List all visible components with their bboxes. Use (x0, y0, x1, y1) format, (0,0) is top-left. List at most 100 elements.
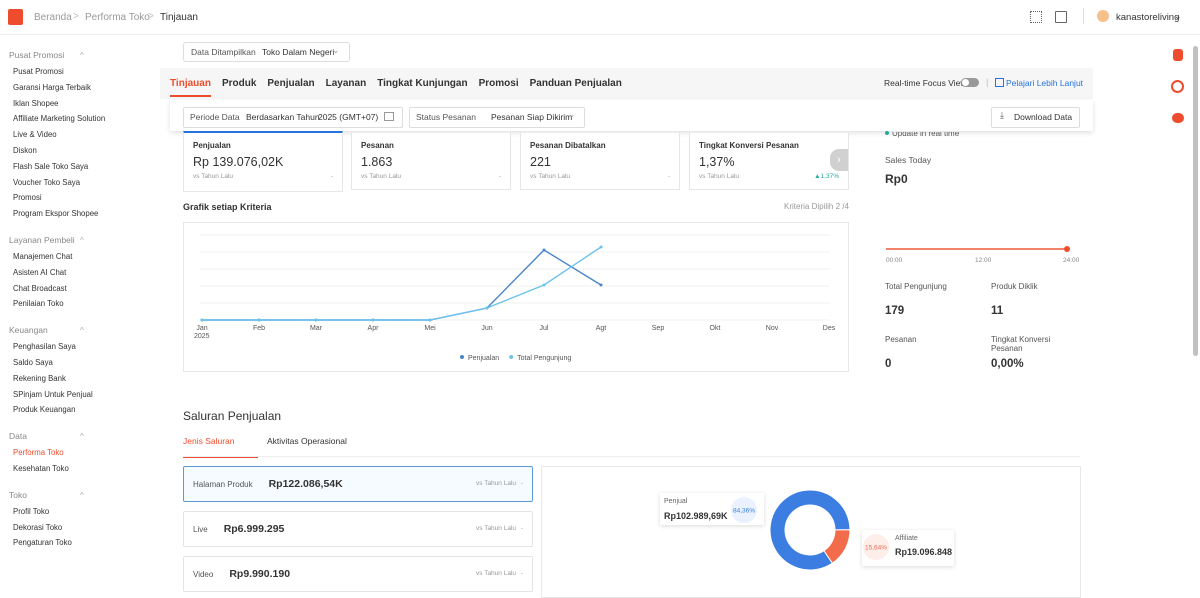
stat-value: 0,00% (991, 358, 1024, 370)
support-icon[interactable] (1171, 80, 1184, 93)
metric-compare: vs Tahun Lalu (361, 173, 401, 180)
channel-item[interactable]: Halaman Produk Rp122.086,54K vs Tahun Lalu… (183, 466, 533, 502)
metric-card[interactable]: Tingkat Konversi Pesanan 1,37% vs Tahun La… (689, 133, 849, 190)
sidebar-item[interactable]: Live & Video (13, 130, 57, 140)
nav-tab[interactable]: Penjualan (267, 78, 315, 89)
sidebar-item[interactable]: Profil Toko (13, 506, 50, 516)
status-selector[interactable] (409, 107, 585, 128)
data-point (371, 318, 375, 322)
legend-marker (509, 355, 514, 359)
data-point (542, 248, 546, 252)
sidebar-section-title[interactable]: Pusat Promosi (9, 50, 159, 64)
nav-tab[interactable]: Tinjauan (170, 78, 211, 97)
sidebar-section-title[interactable]: Layanan Pembeli (9, 235, 159, 249)
sidebar-section-title[interactable]: Keuangan (9, 325, 159, 339)
nav-tab[interactable]: Produk (221, 78, 257, 89)
channel-name: Halaman Produk (193, 480, 253, 489)
next-arrow[interactable]: › (830, 149, 848, 171)
sidebar-item[interactable]: Dekorasi Toko (13, 522, 63, 532)
nav-tab[interactable]: Layanan (325, 78, 367, 89)
realtime-toggle-label: Real-time Focus View (884, 78, 967, 88)
x-tick-label: Okt (710, 325, 721, 332)
sidebar-item[interactable]: Penghasilan Saya (13, 342, 76, 352)
criteria-selected[interactable]: Kriteria Dipilih 2 /4 (784, 202, 849, 211)
sidebar-item[interactable]: Penilaian Toko (13, 299, 64, 309)
realtime-toggle[interactable] (961, 78, 979, 87)
shopee-logo[interactable] (8, 9, 23, 25)
live-dot (885, 131, 889, 135)
sidebar-section-title[interactable]: Data (9, 431, 159, 445)
sidebar-item[interactable]: Iklan Shopee (13, 98, 59, 108)
notification-icon[interactable] (1173, 49, 1183, 61)
stat-value: 0 (885, 358, 892, 370)
chart-title: Grafik setiap Kriteria (183, 202, 272, 212)
learn-more-link[interactable]: Pelajari Lebih Lanjut (1006, 78, 1084, 88)
series-line (202, 246, 602, 321)
link-icon (995, 78, 1004, 87)
sidebar-item[interactable]: Garansi Harga Terbaik (13, 82, 91, 92)
nav-tab[interactable]: Panduan Penjualan (529, 78, 622, 89)
breadcrumb-item[interactable]: Performa Toko (85, 12, 150, 23)
channel-tab-active[interactable]: Jenis Saluran (183, 436, 258, 458)
download-button[interactable] (991, 107, 1080, 128)
sidebar-item[interactable]: Promosi (13, 193, 42, 203)
avatar[interactable] (1097, 10, 1109, 22)
data-point (257, 318, 261, 322)
metric-card[interactable]: Pesanan 1.863 vs Tahun Lalu - (351, 133, 511, 190)
metric-card[interactable]: Penjualan Rp 139.076,02K vs Tahun Lalu - (183, 131, 343, 192)
sidebar-item[interactable]: Affiliate Marketing Solution (13, 114, 106, 124)
x-tick-label: Mei (424, 325, 436, 332)
channel-tab[interactable]: Aktivitas Operasional (267, 436, 347, 446)
sidebar-item[interactable]: Flash Sale Toko Saya (13, 161, 89, 171)
time-slider (886, 248, 1067, 250)
sidebar-item[interactable]: Asisten AI Chat (13, 267, 67, 277)
nav-tab[interactable]: Promosi (478, 78, 519, 89)
display-filter[interactable] (183, 42, 350, 62)
metric-label: Penjualan (193, 141, 231, 150)
percent-label: 15,64% (865, 545, 887, 552)
guide-icon[interactable] (1055, 11, 1067, 23)
display-filter-value[interactable]: Toko Dalam Negeri (262, 47, 335, 57)
metric-change: - (498, 173, 501, 180)
sidebar-item[interactable]: Pusat Promosi (13, 67, 64, 76)
sidebar-item[interactable]: Program Ekspor Shopee (13, 209, 99, 219)
channel-compare: vs Tahun Lalu (476, 480, 516, 487)
apps-icon[interactable] (1030, 11, 1042, 23)
period-type[interactable]: Berdasarkan Tahun (246, 112, 320, 122)
dropdown-arrow: ⌄ (332, 45, 340, 55)
period-selector[interactable] (183, 107, 403, 128)
scrollbar[interactable] (1193, 46, 1198, 356)
metric-card[interactable]: Pesanan Dibatalkan 221 vs Tahun Lalu - (520, 133, 680, 190)
metric-change: ▲1,37% (814, 173, 839, 180)
metric-label: Pesanan (361, 141, 394, 150)
breadcrumb-item[interactable]: Beranda (34, 12, 72, 23)
sidebar: Pusat Promosi Pusat Promosi Garansi Harga … (9, 50, 159, 551)
sidebar-item[interactable]: SPinjam Untuk Penjual (13, 389, 93, 399)
time-label: 12:00 (975, 257, 992, 264)
sidebar-item[interactable]: Manajemen Chat (13, 251, 73, 261)
download-label[interactable]: Download Data (1014, 112, 1073, 122)
sidebar-item[interactable]: Produk Keuangan (13, 405, 76, 415)
user-name[interactable]: kanastoreliving (1116, 12, 1180, 23)
nav-tab[interactable]: Tingkat Kunjungan (377, 78, 468, 89)
sidebar-item[interactable]: Diskon (13, 145, 37, 155)
stat-label: Tingkat Konversi Pesanan (991, 335, 1051, 353)
sidebar-item[interactable]: Performa Toko (13, 448, 64, 458)
sidebar-item[interactable]: Chat Broadcast (13, 283, 67, 293)
status-value[interactable]: Pesanan Siap Dikirim (491, 112, 573, 122)
channel-item[interactable]: Video Rp9.990.190 vs Tahun Lalu - (183, 556, 533, 592)
channel-item[interactable]: Live Rp6.999.295 vs Tahun Lalu - (183, 511, 533, 547)
sidebar-item[interactable]: Saldo Saya (13, 357, 53, 367)
sidebar-item[interactable]: Pengaturan Toko (13, 538, 72, 548)
sidebar-section-title[interactable]: Toko (9, 490, 159, 504)
chat-icon[interactable] (1172, 113, 1184, 123)
user-dropdown-arrow[interactable]: ⌄ (1174, 11, 1182, 21)
sidebar-item[interactable]: Kesehatan Toko (13, 463, 69, 473)
sidebar-item[interactable]: Voucher Toko Saya (13, 177, 81, 187)
sidebar-item[interactable]: Rekening Bank (13, 373, 66, 383)
breadcrumb-item[interactable]: Tinjauan (160, 12, 198, 23)
metric-value: Rp 139.076,02K (193, 155, 284, 169)
period-value[interactable]: 2025 (GMT+07) (318, 112, 379, 122)
